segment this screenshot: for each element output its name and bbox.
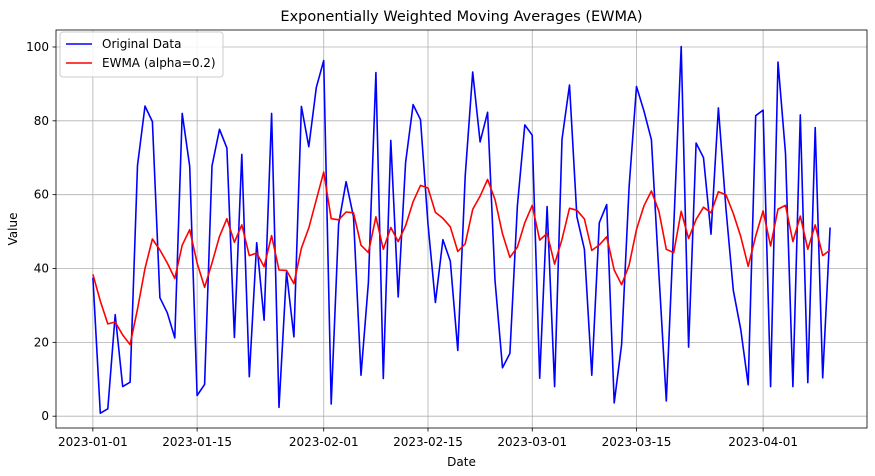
x-tick-label: 2023-03-15 — [602, 435, 672, 449]
y-tick-label: 0 — [41, 409, 49, 423]
y-tick-label: 100 — [26, 40, 49, 54]
y-axis-title: Value — [6, 213, 20, 246]
series-ewma — [92, 171, 831, 346]
x-axis-title: Date — [447, 455, 476, 469]
x-tick-label: 2023-01-01 — [58, 435, 128, 449]
y-tick-label: 20 — [34, 335, 49, 349]
legend: Original Data EWMA (alpha=0.2) — [59, 31, 224, 78]
x-tick-label: 2023-03-01 — [497, 435, 567, 449]
x-axis: 2023-01-01 2023-01-15 2023-02-01 2023-02-15… — [58, 428, 798, 449]
plot-area-frame — [55, 29, 868, 429]
y-tick-label: 80 — [34, 114, 49, 128]
y-tick-label: 40 — [34, 262, 49, 276]
x-tick-label: 2023-01-15 — [162, 435, 232, 449]
series-original-data — [92, 45, 831, 415]
chart-title: Exponentially Weighted Moving Averages (… — [280, 9, 642, 25]
series-lines — [92, 45, 831, 415]
legend-box — [59, 31, 224, 78]
x-tick-label: 2023-02-15 — [393, 435, 463, 449]
y-axis: 0 20 40 60 80 100 — [26, 40, 56, 423]
legend-label-original-data: Original Data — [102, 37, 181, 51]
x-tick-label: 2023-02-01 — [289, 435, 359, 449]
x-tick-label: 2023-04-01 — [728, 435, 798, 449]
legend-label-ewma: EWMA (alpha=0.2) — [102, 56, 216, 70]
y-tick-label: 60 — [34, 188, 49, 202]
